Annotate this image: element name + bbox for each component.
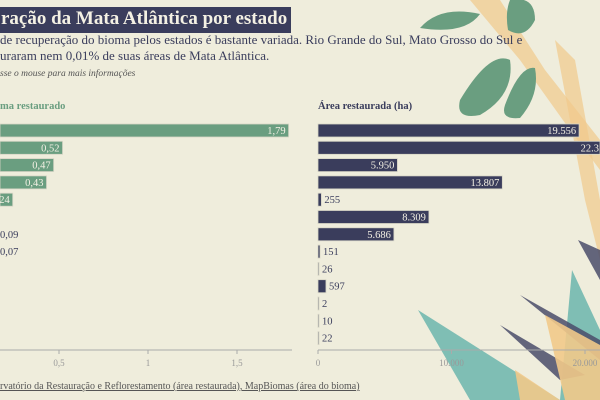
data-label-1-3: 13.807 [470,178,499,189]
data-label-1-10: 2 [322,299,327,310]
hover-hint: sse o mouse para mais informações [0,69,136,79]
bar-0-2 [0,158,55,173]
data-label-1-4: 255 [324,195,340,206]
tick-label-0-0: 0,5 [53,358,65,368]
bar-1-1 [317,140,600,155]
data-label-1-9: 597 [329,282,345,293]
bar-1-7 [317,244,321,259]
data-label-0-2: 0,47 [32,161,50,172]
bar-0-1 [0,140,63,155]
source-link[interactable]: rvatório da Restauração e Reflorestament… [0,381,360,392]
chart-subtitle: de recuperação do bioma pelos estados é … [0,32,600,64]
subtitle-line-2: uraram nem 0,01% de suas áreas de Mata A… [0,48,270,63]
bar-1-10 [317,296,320,311]
data-label-0-4: 0,24 [0,195,10,206]
bar-1-8 [317,261,320,276]
tick-label-0-2: 1,5 [231,358,243,368]
data-label-1-8: 26 [322,264,333,275]
data-label-1-6: 5.686 [367,230,391,241]
data-label-1-2: 5.950 [371,161,395,172]
data-label-0-6: 0,09 [0,230,18,241]
bar-1-11 [317,313,320,328]
data-label-1-11: 10 [322,316,333,327]
tick-label-0-1: 1 [146,358,151,368]
tick-label-1-1: 10.000 [439,358,464,368]
chart-title: ração da Mata Atlântica por estado [0,7,292,33]
left-chart-title: ma restaurado [0,101,66,112]
data-label-0-1: 0,52 [41,143,59,154]
bar-1-6 [317,227,395,242]
bar-1-2 [317,158,398,173]
data-label-1-7: 151 [323,247,339,258]
bar-0-3 [0,175,47,190]
subtitle-line-1: de recuperação do bioma pelos estados é … [0,32,523,47]
data-label-1-12: 22 [322,334,333,345]
data-label-1-0: 19.556 [547,126,576,137]
bar-0-0 [0,123,290,138]
data-label-1-5: 8.309 [402,213,426,224]
data-label-1-1: 22.3 [581,143,599,154]
bar-0-4 [0,192,14,207]
bar-1-3 [317,175,503,190]
bar-1-4 [317,192,322,207]
right-chart-title: Área restaurada (ha) [318,101,413,112]
data-label-0-7: 0,07 [0,247,18,258]
data-label-0-3: 0,43 [25,178,43,189]
bar-1-9 [317,279,327,294]
tick-label-1-0: 0 [316,358,321,368]
tick-label-1-2: 20.000 [573,358,598,368]
bar-1-5 [317,210,430,224]
bar-1-12 [317,331,320,346]
data-label-0-0: 1,79 [267,126,285,137]
bar-1-0 [317,123,580,138]
